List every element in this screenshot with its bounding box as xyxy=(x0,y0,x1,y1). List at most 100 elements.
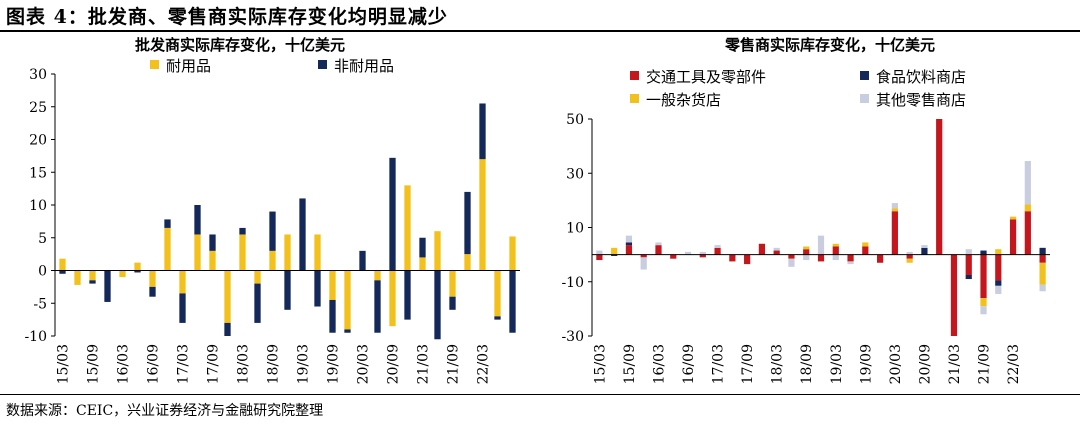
bar-other xyxy=(684,251,692,255)
bar-nondurable xyxy=(389,157,396,271)
bar-other xyxy=(832,254,839,261)
x-tick-label: 20/09 xyxy=(386,344,402,384)
bar-food xyxy=(1039,247,1046,255)
y-tick-label: -30 xyxy=(561,329,584,345)
bar-durable xyxy=(134,262,141,271)
bar-general xyxy=(980,298,987,307)
bar-transport xyxy=(596,254,603,261)
retail-inventory-chart: 零售商实际库存变化，十亿美元 -30 -10 10 30 50 15/03 15/09 16/0… xyxy=(561,36,1050,384)
y-tick-label: 10 xyxy=(566,221,584,237)
x-tick-label: 22/03 xyxy=(476,344,492,384)
x-tick-label: 15/09 xyxy=(86,344,102,384)
bar-general xyxy=(906,258,913,263)
bar-nondurable xyxy=(194,205,201,235)
bar-general xyxy=(832,243,839,247)
bar-transport xyxy=(891,211,898,255)
x-tick-label: 15/09 xyxy=(622,344,638,384)
bar-transport xyxy=(995,254,1002,281)
bar-durable xyxy=(59,258,66,271)
chart-title: 零售商实际库存变化，十亿美元 xyxy=(724,36,935,54)
bar-nondurable xyxy=(299,198,306,271)
bar-transport xyxy=(906,254,913,259)
bar-nondurable xyxy=(239,227,246,235)
bar-transport xyxy=(1039,254,1046,263)
bar-durable xyxy=(464,254,471,271)
bar-general xyxy=(1009,216,1017,220)
bar-durable xyxy=(344,270,351,330)
y-tick-label: -10 xyxy=(24,329,47,345)
bar-nondurable xyxy=(269,211,276,251)
bar-durable xyxy=(269,250,276,271)
bar-other xyxy=(995,285,1002,294)
bar-nondurable xyxy=(164,219,171,228)
legend-swatch xyxy=(860,94,869,103)
bar-durable xyxy=(164,227,171,271)
bar-other xyxy=(640,257,647,270)
x-tick-label: 15/03 xyxy=(56,344,72,384)
bar-nondurable xyxy=(254,283,261,323)
bar-transport xyxy=(817,254,825,262)
bar-nondurable xyxy=(179,293,186,323)
x-tick-label: 21/09 xyxy=(446,344,462,384)
bar-transport xyxy=(729,254,736,262)
y-tick-label: -5 xyxy=(33,296,47,312)
y-tick-label: 25 xyxy=(29,100,47,116)
y-tick-label: 30 xyxy=(566,166,584,182)
x-tick-label: 18/03 xyxy=(770,344,786,384)
bar-nondurable xyxy=(314,270,321,307)
legend-label: 一般杂货店 xyxy=(646,91,721,109)
bar-transport xyxy=(876,254,884,263)
bar-nondurable xyxy=(359,250,366,271)
bar-transport xyxy=(744,254,751,265)
x-tick-label: 19/03 xyxy=(296,344,312,384)
bar-nondurable xyxy=(464,191,471,255)
bar-transport xyxy=(847,254,854,262)
bar-other xyxy=(655,242,662,246)
bar-food xyxy=(625,242,633,246)
legend-swatch xyxy=(860,71,869,80)
legend-swatch xyxy=(630,71,639,80)
bar-other xyxy=(773,247,780,251)
bar-durable xyxy=(494,270,501,317)
bar-durable xyxy=(314,234,321,271)
bar-food xyxy=(980,250,987,255)
bar-nondurable xyxy=(224,322,231,336)
bar-transport xyxy=(699,254,706,258)
bar-durable xyxy=(224,270,231,323)
bar-nondurable xyxy=(434,270,441,340)
x-tick-label: 15/03 xyxy=(592,344,608,384)
bar-durable xyxy=(374,270,381,281)
bar-nondurable xyxy=(509,270,516,333)
bar-nondurable xyxy=(374,280,381,333)
x-tick-label: 17/09 xyxy=(206,344,222,384)
bar-durable xyxy=(239,234,246,271)
bar-other xyxy=(980,306,987,315)
x-tick-label: 19/09 xyxy=(858,344,874,384)
bar-durable xyxy=(434,231,441,271)
bar-durable xyxy=(449,270,456,297)
bar-other xyxy=(1024,161,1031,205)
bar-transport xyxy=(714,247,721,255)
bar-nondurable xyxy=(404,270,411,320)
bar-nondurable xyxy=(209,234,216,251)
bar-durable xyxy=(284,234,291,271)
figure-source: 数据来源：CEIC，兴业证券经济与金融研究院整理 xyxy=(6,403,324,419)
bar-general xyxy=(891,208,898,212)
bar-transport xyxy=(788,254,795,259)
bar-food xyxy=(995,280,1002,286)
bar-other xyxy=(965,249,972,255)
bar-transport xyxy=(936,119,943,255)
bar-transport xyxy=(640,254,647,258)
x-tick-label: 18/09 xyxy=(799,344,815,384)
legend-label: 耐用品 xyxy=(166,57,211,75)
chart-title: 批发商实际库存变化，十亿美元 xyxy=(135,36,345,54)
bar-other xyxy=(803,254,810,261)
bar-transport xyxy=(773,250,780,255)
bar-nondurable xyxy=(449,296,456,310)
bar-nondurable xyxy=(134,270,141,273)
bar-nondurable xyxy=(494,316,501,320)
x-tick-label: 16/09 xyxy=(681,344,697,384)
bar-transport xyxy=(803,249,810,255)
x-tick-label: 21/09 xyxy=(977,344,993,384)
y-tick-label: 5 xyxy=(38,231,47,247)
